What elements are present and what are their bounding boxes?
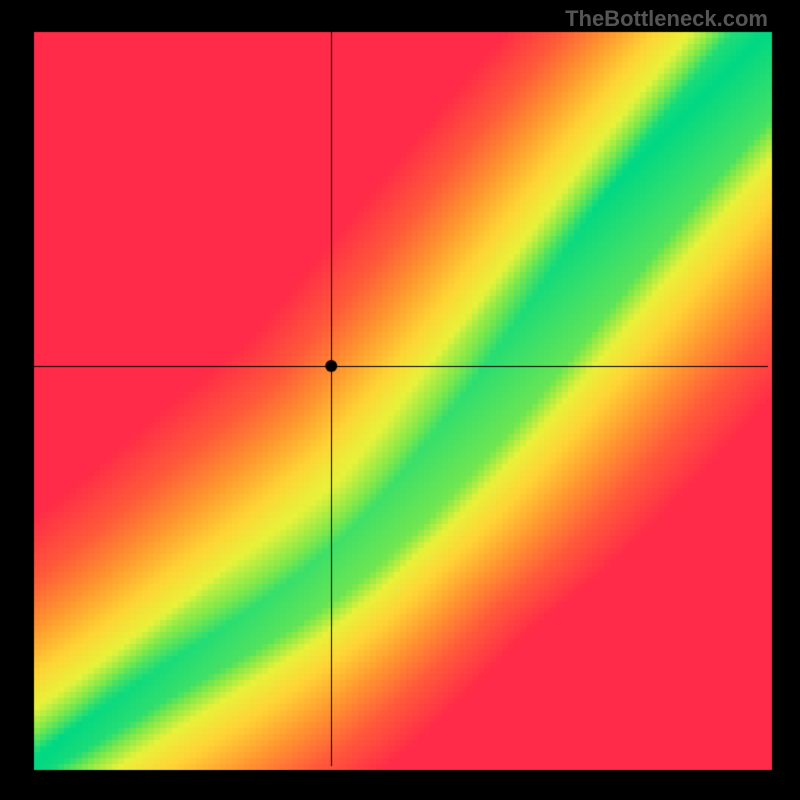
heatmap-canvas — [0, 0, 800, 800]
chart-container: TheBottleneck.com — [0, 0, 800, 800]
watermark-text: TheBottleneck.com — [565, 6, 768, 32]
